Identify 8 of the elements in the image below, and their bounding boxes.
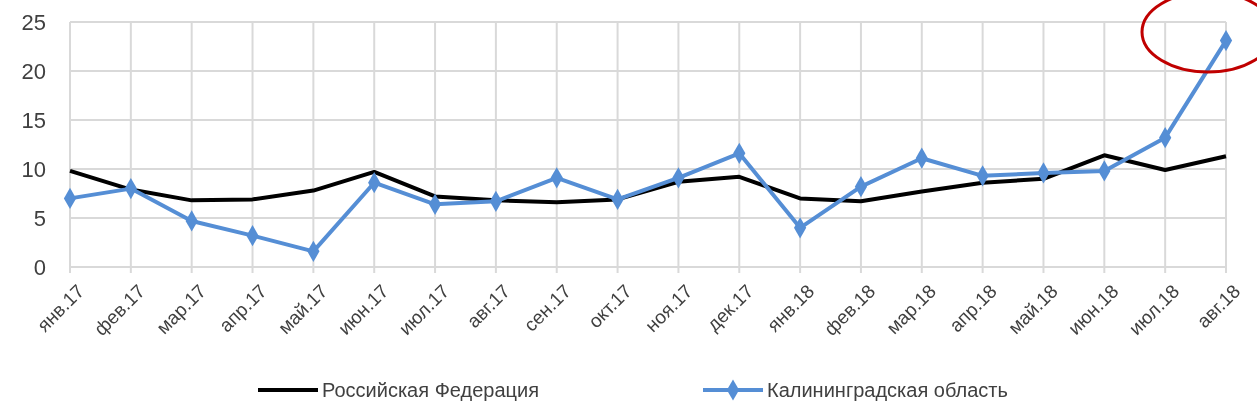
legend-label: Российская Федерация <box>322 379 540 401</box>
y-tick-label: 5 <box>33 205 46 231</box>
y-tick-label: 10 <box>21 156 46 182</box>
y-tick-label: 15 <box>21 107 46 133</box>
legend-label: Калининградская область <box>767 379 1008 401</box>
y-tick-label: 20 <box>21 58 46 84</box>
y-tick-label: 0 <box>33 254 46 280</box>
y-tick-label: 25 <box>21 9 46 35</box>
